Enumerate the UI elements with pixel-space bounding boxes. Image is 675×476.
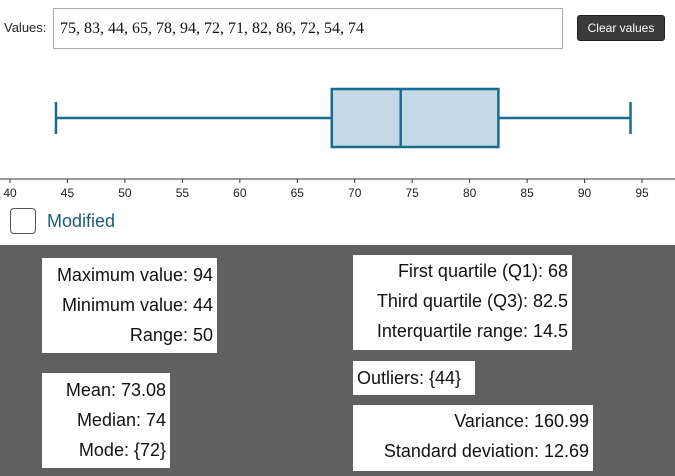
- x-tick-label: 70: [348, 186, 362, 200]
- values-input[interactable]: 75, 83, 44, 65, 78, 94, 72, 71, 82, 86, …: [53, 8, 563, 49]
- spread-stats-box: Variance: 160.99 Standard deviation: 12.…: [353, 405, 593, 471]
- statistics-panel: Maximum value: 94 Minimum value: 44 Rang…: [0, 245, 675, 476]
- values-label: Values:: [4, 20, 47, 35]
- first-quartile: First quartile (Q1): 68: [397, 261, 568, 281]
- maximum-value: Maximum value: 94: [56, 265, 213, 285]
- mean-value: Mean: 73.08: [65, 380, 166, 400]
- outliers-value: Outliers: {44}: [357, 368, 462, 388]
- x-tick-label: 85: [520, 186, 534, 200]
- standard-deviation-value: Standard deviation: 12.69: [383, 441, 589, 461]
- interquartile-range: Interquartile range: 14.5: [376, 321, 568, 341]
- x-axis-ticks: 40 45 50 55 60 65 70 75 80 85 90 95: [3, 179, 649, 200]
- x-tick-label: 55: [176, 186, 190, 200]
- central-stats-box: Mean: 73.08 Median: 74 Mode: {72}: [42, 373, 170, 468]
- median-value: Median: 74: [76, 410, 166, 430]
- box-plot: 40 45 50 55 60 65 70 75 80 85 90 95: [0, 87, 675, 200]
- outliers-box: Outliers: {44}: [353, 361, 475, 395]
- x-tick-label: 50: [118, 186, 132, 200]
- x-tick-label: 95: [635, 186, 649, 200]
- x-tick-label: 65: [291, 186, 305, 200]
- x-tick-label: 75: [406, 186, 420, 200]
- clear-values-button[interactable]: Clear values: [577, 15, 665, 41]
- quartile-stats-box: First quartile (Q1): 68 Third quartile (…: [353, 255, 572, 350]
- modified-checkbox[interactable]: [10, 208, 36, 234]
- variance-value: Variance: 160.99: [454, 411, 589, 431]
- x-tick-label: 45: [61, 186, 75, 200]
- x-tick-label: 90: [578, 186, 592, 200]
- range-value: Range: 50: [129, 325, 213, 345]
- x-tick-label: 80: [463, 186, 477, 200]
- x-tick-label: 40: [3, 186, 17, 200]
- modified-label[interactable]: Modified: [47, 211, 116, 231]
- minimum-value: Minimum value: 44: [61, 295, 213, 315]
- mode-value: Mode: {72}: [78, 440, 166, 460]
- range-stats-box: Maximum value: 94 Minimum value: 44 Rang…: [42, 258, 217, 353]
- x-tick-label: 60: [233, 186, 247, 200]
- third-quartile: Third quartile (Q3): 82.5: [376, 291, 568, 311]
- iqr-box: [330, 87, 500, 149]
